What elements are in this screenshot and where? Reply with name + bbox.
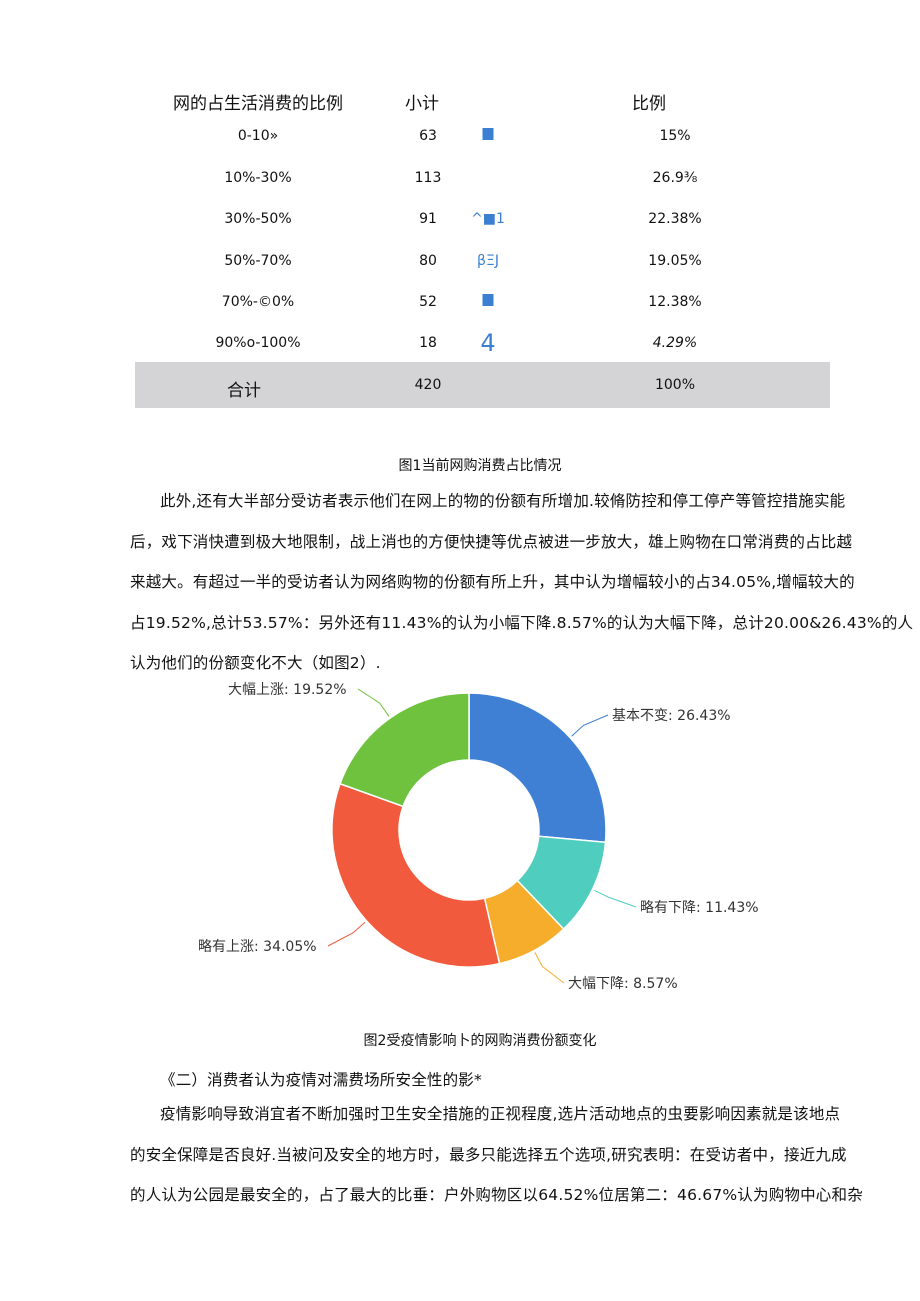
paragraph-line: 此外,还有大半部分受访者表示他们在网上的物的份额有所增加.较脩防控和停工停产等管… bbox=[160, 492, 846, 510]
figure2-caption: 图2受疫情影响卜的网购消费份额变化 bbox=[363, 1033, 597, 1049]
row-ratio: 15% bbox=[659, 128, 691, 144]
row-range: 90%o-100% bbox=[215, 335, 301, 351]
row-count: 52 bbox=[419, 294, 437, 310]
row-mark: ^■1 bbox=[471, 211, 505, 227]
slice-label: 大幅上涨: 19.52% bbox=[228, 682, 347, 698]
row-range: 30%-50% bbox=[224, 211, 292, 227]
paragraph-line: 的安全保障是否良好.当被问及安全的地方时，最多只能选择五个选项,研究表明：在受访… bbox=[130, 1145, 847, 1164]
bar-square-icon bbox=[482, 294, 494, 306]
row-range: 50%-70% bbox=[224, 253, 292, 269]
row-count: 113 bbox=[414, 170, 442, 186]
header-ratio: 比例 bbox=[632, 94, 666, 114]
header-count: 小计 bbox=[405, 94, 439, 114]
row-count: 80 bbox=[419, 253, 437, 269]
paragraph-line: 后，戏下消快遭到极大地限制，战上消也的方便快捷等优点被进一步放大，雄上购物在口常… bbox=[130, 532, 853, 551]
slice-label: 基本不变: 26.43% bbox=[612, 707, 731, 724]
row-count: 63 bbox=[419, 128, 437, 144]
leader-line bbox=[594, 889, 637, 908]
row-mark: 4 bbox=[480, 329, 496, 357]
row-mark bbox=[482, 128, 494, 144]
leader-line bbox=[357, 688, 390, 717]
row-mark: βΞJ bbox=[477, 253, 499, 269]
bar-square-icon bbox=[482, 128, 494, 140]
row-range: 70%-©0% bbox=[221, 294, 295, 310]
paragraph-line: 占19.52%,总计53.57%：另外还有11.43%的认为小幅下降.8.57%… bbox=[130, 613, 914, 632]
total-count: 420 bbox=[414, 377, 442, 393]
header-ratio-range: 网的占生活消费的比例 bbox=[173, 94, 343, 114]
leader-line bbox=[327, 921, 366, 947]
slice-label: 大幅下降: 8.57% bbox=[568, 976, 678, 992]
row-range: 0-10» bbox=[237, 128, 279, 144]
row-ratio: 22.38% bbox=[648, 211, 702, 227]
total-ratio: 100% bbox=[654, 377, 696, 393]
donut-slice-3 bbox=[331, 782, 501, 968]
total-label: 合计 bbox=[227, 381, 261, 401]
paragraph-line: 认为他们的份额变化不大（如图2）. bbox=[130, 654, 381, 672]
slice-label: 略有下降: 11.43% bbox=[640, 900, 759, 916]
leader-line bbox=[571, 714, 609, 737]
paragraph-line: 疫情影响导致消宜者不断加强时卫生安全措施的正视程度,选片活动地点的虫要影响因素就… bbox=[160, 1105, 841, 1123]
paragraph-line: 的人认为公园是最安全的，占了最大的比垂：户外购物区以64.52%位居第二：46.… bbox=[130, 1186, 863, 1204]
leader-line bbox=[534, 952, 565, 984]
row-ratio: 19.05% bbox=[648, 253, 702, 269]
section-heading: 《二）消费者认为疫情对濡费场所安全性的影* bbox=[160, 1071, 482, 1089]
donut-slice-4 bbox=[339, 692, 470, 808]
row-ratio: 4.29% bbox=[652, 335, 698, 351]
figure1-caption: 图1当前网购消费占比情况 bbox=[398, 458, 562, 474]
row-range: 10%-30% bbox=[224, 170, 292, 186]
row-ratio: 12.38% bbox=[648, 294, 702, 310]
paragraph-line: 来越大。有超过一半的受访者认为网络购物的份额有所上升，其中认为增幅较小的占34.… bbox=[130, 573, 855, 591]
row-count: 91 bbox=[419, 211, 437, 227]
row-count: 18 bbox=[419, 335, 437, 351]
donut-slice-0 bbox=[468, 692, 607, 844]
row-ratio: 26.9⅜ bbox=[652, 170, 698, 186]
slice-label: 略有上涨: 34.05% bbox=[198, 939, 317, 955]
total-row-background bbox=[135, 362, 830, 408]
row-mark bbox=[482, 294, 494, 310]
